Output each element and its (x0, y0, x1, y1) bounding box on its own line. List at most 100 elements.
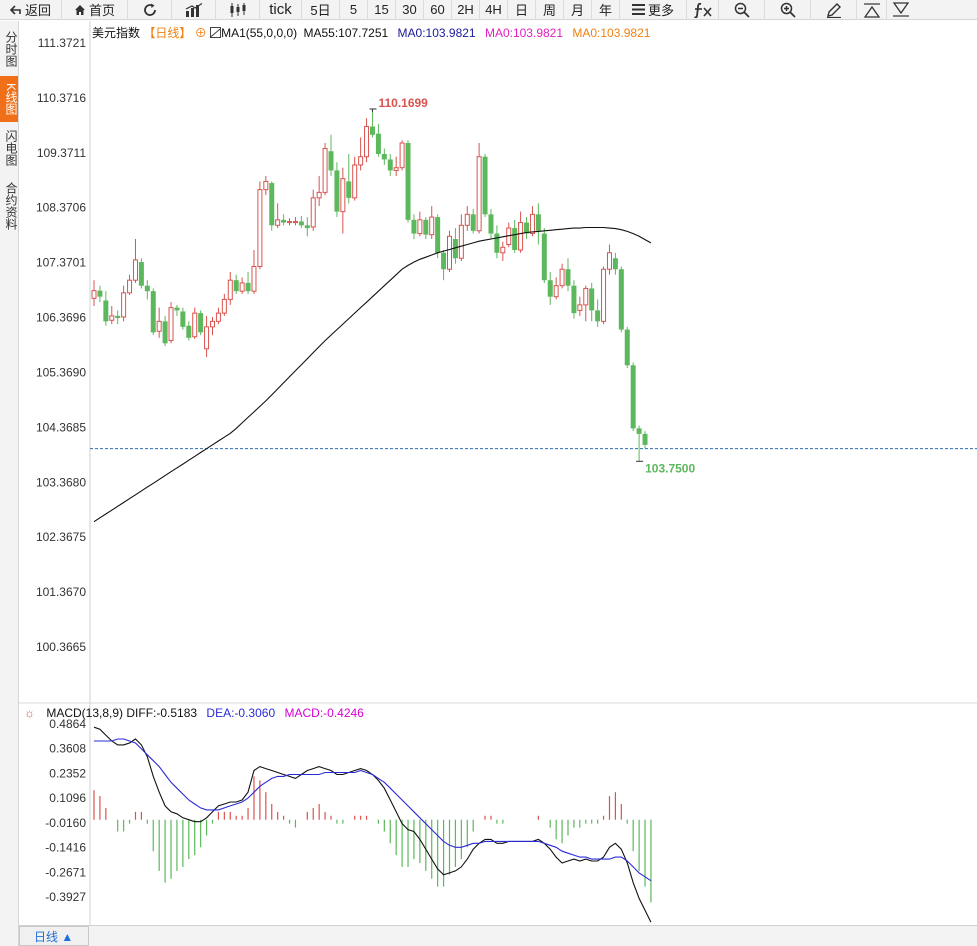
candle (97, 285, 103, 303)
candle (417, 211, 423, 237)
candle (103, 291, 109, 326)
price-tick-label: 104.3685 (36, 420, 86, 434)
candle (168, 302, 174, 344)
candle (115, 310, 121, 325)
back-button[interactable]: 返回 (0, 0, 62, 20)
chart-type-button[interactable] (172, 0, 216, 20)
candle (180, 307, 186, 330)
add-indicator-icon[interactable]: ⊕ (194, 26, 207, 40)
candle (482, 153, 488, 218)
collapse-button[interactable] (857, 0, 887, 20)
candle (186, 321, 192, 341)
candle (565, 258, 571, 292)
price-tick-label: 106.3696 (36, 311, 86, 325)
candle-style-button[interactable] (216, 0, 260, 20)
candle (447, 230, 452, 272)
candle (500, 241, 506, 261)
candle (310, 189, 316, 231)
more-button[interactable]: 更多 (620, 0, 687, 20)
period-tab[interactable]: 日线 ▲ (19, 926, 89, 946)
low-marker: 103.7500 (636, 460, 695, 475)
candle (452, 228, 458, 264)
sidebar-item-kline[interactable]: K线图 (0, 76, 18, 122)
price-axis: 111.3721 110.3716 109.3711 108.3706 107.3701… (36, 36, 86, 654)
period-2h-button[interactable]: 2H (452, 0, 480, 20)
ma0-value-1: MA0:103.9821 (397, 26, 476, 40)
candle (269, 181, 275, 231)
refresh-button[interactable] (128, 0, 172, 20)
tick-button[interactable]: tick (260, 0, 302, 20)
candle (559, 263, 565, 289)
symbol-name: 美元指数 (92, 26, 141, 40)
period-4h-button[interactable]: 4H (480, 0, 508, 20)
period-30-button[interactable]: 30 (396, 0, 424, 20)
candle (435, 214, 441, 259)
price-tick-label: 100.3665 (36, 640, 86, 654)
price-tick-label: 110.3716 (37, 91, 86, 105)
five-day-button[interactable]: 5日 (302, 0, 340, 20)
candle (215, 307, 221, 325)
macd-dea-value: DEA:-0.3060 (206, 706, 276, 720)
zoom-in-button[interactable] (765, 0, 811, 20)
macd-tick-label: 0.2352 (49, 766, 86, 780)
candlestick-series (91, 108, 648, 462)
period-year-button[interactable]: 年 (592, 0, 620, 20)
expand-button[interactable] (887, 0, 915, 20)
left-sidebar: 分时图 K线图 闪电图 合约资料 (0, 21, 19, 946)
home-button[interactable]: 首页 (62, 0, 128, 20)
candle (364, 118, 370, 163)
sidebar-item-timeshare[interactable]: 分时图 (4, 31, 18, 67)
candle (547, 271, 553, 305)
zoom-out-icon (734, 2, 750, 18)
candle (642, 431, 648, 449)
candle (109, 305, 115, 325)
back-arrow-icon (9, 4, 21, 15)
candle (512, 219, 518, 253)
zoom-out-button[interactable] (719, 0, 765, 20)
candle (233, 274, 239, 294)
candle (518, 211, 524, 253)
bottom-bar (19, 925, 977, 946)
candle (494, 225, 500, 259)
period-day-button[interactable]: 日 (508, 0, 536, 20)
candle (174, 304, 180, 316)
candle (393, 156, 399, 176)
period-15-button[interactable]: 15 (368, 0, 396, 20)
zoom-in-icon (780, 2, 796, 18)
refresh-icon (143, 3, 156, 16)
macd-legend: ☼ MACD(13,8,9) DIFF:-0.5183 DEA:-0.3060 … (24, 706, 364, 720)
candle (127, 274, 133, 296)
formula-button[interactable] (687, 0, 719, 20)
period-label: 【日线】 (143, 26, 192, 40)
draw-button[interactable] (811, 0, 857, 20)
back-label: 返回 (24, 3, 51, 18)
candle (423, 217, 429, 240)
candle (624, 326, 630, 369)
indicator-box-icon[interactable] (210, 27, 222, 38)
price-tick-label: 102.3675 (36, 530, 86, 544)
candle (150, 288, 156, 336)
menu-icon (631, 4, 645, 15)
candle (292, 217, 298, 226)
candle (239, 277, 245, 294)
sidebar-item-contract[interactable]: 合约资料 (4, 182, 18, 230)
price-tick-label: 109.3711 (37, 146, 86, 160)
period-60-button[interactable]: 60 (424, 0, 452, 20)
period-month-button[interactable]: 月 (564, 0, 592, 20)
macd-name: MACD(13,8,9) (46, 706, 124, 720)
macd-settings-icon[interactable]: ☼ (24, 706, 35, 720)
sidebar-item-lightning[interactable]: 闪电图 (4, 130, 18, 166)
candle (263, 175, 269, 196)
period-week-button[interactable]: 周 (536, 0, 564, 20)
candle (612, 252, 618, 275)
price-tick-label: 101.3670 (36, 585, 86, 599)
period-5-button[interactable]: 5 (340, 0, 368, 20)
candle (251, 250, 257, 294)
macd-tick-label: -0.2671 (45, 865, 86, 879)
more-label: 更多 (647, 3, 674, 18)
candle (192, 307, 198, 339)
macd-macd-value: MACD:-0.4246 (284, 706, 364, 720)
candle (524, 217, 530, 240)
price-tick-label: 111.3721 (38, 36, 87, 50)
